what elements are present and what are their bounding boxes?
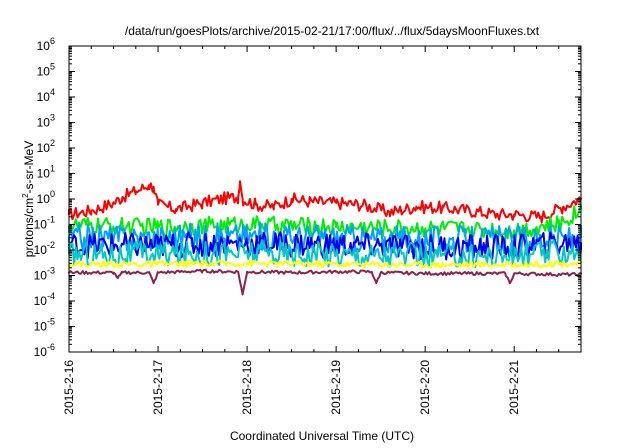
series-line-1 <box>68 180 582 224</box>
y-tick-exponent: -6 <box>47 342 55 352</box>
y-tick-exponent: 4 <box>50 87 55 97</box>
x-axis-label: Coordinated Universal Time (UTC) <box>230 429 414 443</box>
y-tick-label: 105 <box>37 62 55 79</box>
x-tick-label: 2015-2-20 <box>418 360 432 415</box>
y-tick-exponent: 2 <box>50 138 55 148</box>
x-axis-ticks: 2015-2-16 2015-2-17 2015-2-18 2015-2-19 2015… <box>62 46 560 415</box>
y-tick-label: 104 <box>37 87 55 104</box>
y-tick-label: 106 <box>37 36 55 53</box>
x-tick-label: 2015-2-19 <box>329 360 343 415</box>
series-line-6 <box>68 259 582 269</box>
y-tick-exponent: -2 <box>47 240 55 250</box>
y-tick-label: 100 <box>37 189 55 206</box>
x-tick-label: 2015-2-16 <box>62 360 76 415</box>
y-tick-label: 102 <box>37 138 55 155</box>
y-tick-exponent: 0 <box>50 189 55 199</box>
y-tick-exponent: 1 <box>50 164 55 174</box>
y-tick-label: 101 <box>37 164 55 181</box>
y-tick-label: 10-1 <box>34 215 55 232</box>
y-tick-label: 10-4 <box>34 291 55 308</box>
series-group <box>68 180 582 296</box>
y-tick-label: 10-3 <box>34 266 55 283</box>
y-tick-label: 10-5 <box>34 317 55 334</box>
chart-title: /data/run/goesPlots/archive/2015-02-21/1… <box>125 24 540 38</box>
y-tick-label: 10-6 <box>34 342 55 359</box>
x-tick-label: 2015-2-21 <box>507 360 521 415</box>
y-tick-exponent: -3 <box>47 266 55 276</box>
series-line-7 <box>68 268 582 296</box>
y-axis-label: protons/cm2-s-sr-MeV <box>21 141 36 257</box>
y-tick-label: 103 <box>37 113 55 130</box>
series-line-4 <box>68 231 582 261</box>
y-tick-exponent: -4 <box>47 291 55 301</box>
plot-frame <box>68 45 582 353</box>
x-tick-label: 2015-2-17 <box>151 360 165 415</box>
y-tick-exponent: 6 <box>50 36 55 46</box>
series-line-5 <box>68 239 582 269</box>
y-tick-exponent: 3 <box>50 113 55 123</box>
y-axis-ticks: 10-610-510-410-310-210-11001011021031041… <box>34 36 581 359</box>
y-tick-exponent: 5 <box>50 62 55 72</box>
x-tick-label: 2015-2-18 <box>240 360 254 415</box>
y-tick-label: 10-2 <box>34 240 55 257</box>
y-tick-exponent: -1 <box>47 215 55 225</box>
y-tick-exponent: -5 <box>47 317 55 327</box>
